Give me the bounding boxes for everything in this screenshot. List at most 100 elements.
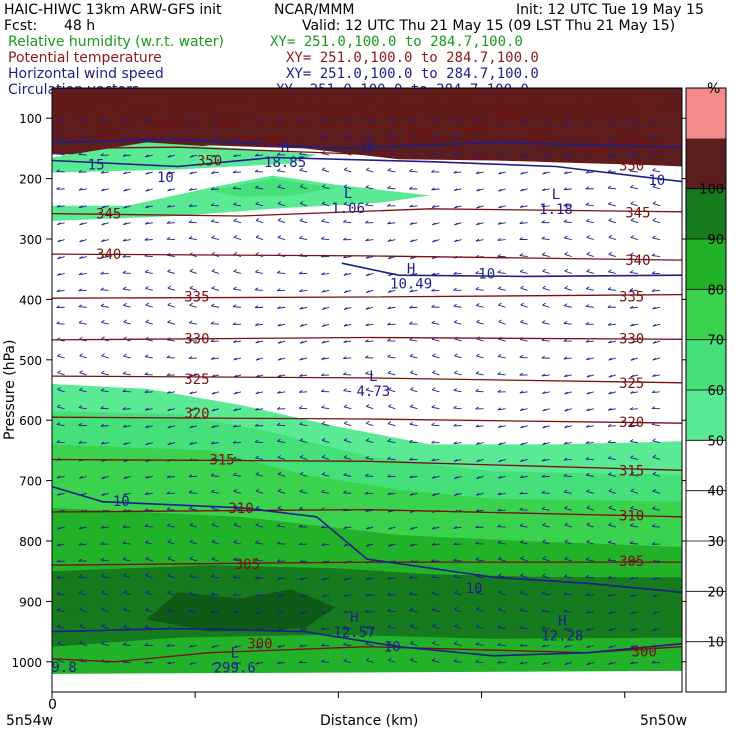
vector-head — [188, 219, 193, 223]
vector-head — [255, 407, 259, 411]
vector-head — [586, 628, 590, 631]
vector-head — [387, 438, 391, 442]
circulation-vector — [541, 592, 550, 596]
vector-head — [166, 507, 171, 510]
vector-head — [497, 492, 502, 496]
circulation-vector — [189, 287, 198, 291]
vector-head — [343, 323, 348, 327]
circulation-vector — [608, 524, 616, 528]
vector-head — [409, 321, 413, 325]
theta-label: 340 — [625, 253, 650, 269]
circulation-vector — [167, 525, 175, 528]
vector-head — [144, 540, 149, 543]
circulation-vector — [233, 474, 242, 477]
circulation-vector — [585, 576, 594, 579]
circulation-vector — [277, 525, 286, 528]
vector-head — [255, 323, 259, 326]
circulation-vector — [409, 355, 418, 359]
circulation-vector — [475, 526, 484, 529]
circulation-vector — [211, 221, 220, 224]
circulation-vector — [387, 169, 396, 173]
vector-head — [387, 221, 391, 225]
vector-head — [255, 611, 260, 615]
vector-head — [343, 526, 347, 529]
circulation-vector — [365, 340, 374, 343]
vector-head — [255, 252, 260, 255]
circulation-vector — [277, 237, 286, 241]
vector-head — [431, 288, 435, 292]
vector-head — [388, 404, 392, 407]
vector-head — [607, 557, 612, 561]
circulation-vector — [233, 594, 242, 596]
vector-head — [299, 438, 304, 441]
vector-head — [542, 573, 546, 577]
vector-head — [122, 524, 127, 528]
vector-head — [145, 590, 149, 593]
vector-head — [630, 374, 634, 378]
vector-head — [431, 404, 436, 408]
circulation-vector — [431, 272, 440, 276]
vector-head — [585, 339, 590, 343]
vector-head — [519, 253, 524, 256]
vector-head — [453, 590, 458, 594]
circulation-vector — [255, 271, 264, 274]
vector-head — [542, 425, 546, 429]
vector-head — [365, 167, 370, 171]
vector-head — [366, 420, 370, 424]
vector-head — [343, 150, 348, 154]
circulation-vector — [365, 627, 374, 630]
colorbar-tick-label: 80 — [707, 283, 724, 298]
circulation-vector — [431, 289, 440, 292]
vector-head — [520, 425, 524, 429]
vector-head — [57, 640, 61, 644]
circulation-vector — [651, 661, 660, 664]
vector-head — [585, 592, 590, 596]
circulation-vector — [498, 288, 506, 291]
vector-head — [167, 556, 172, 560]
circulation-vector — [57, 372, 65, 376]
vector-head — [542, 539, 546, 543]
circulation-vector — [211, 171, 220, 174]
init-time: Init: 12 UTC Tue 19 May 15 — [516, 2, 704, 18]
circulation-vector — [299, 456, 308, 460]
vector-head — [189, 154, 194, 158]
vector-head — [123, 573, 127, 577]
circulation-vector — [520, 287, 528, 291]
vector-head — [630, 611, 635, 615]
circulation-vector — [387, 222, 396, 225]
circulation-vector — [410, 659, 418, 663]
vector-head — [387, 256, 392, 260]
vector-head — [432, 239, 436, 243]
vector-head — [57, 256, 61, 260]
circulation-vector — [343, 203, 352, 207]
vector-head — [607, 540, 612, 543]
circulation-vector — [432, 642, 440, 646]
circulation-vector — [255, 457, 264, 460]
vector-head — [453, 423, 457, 427]
vector-head — [210, 187, 215, 190]
circulation-vector — [652, 456, 661, 460]
circulation-vector — [233, 236, 242, 241]
vector-head — [497, 136, 501, 140]
circulation-vector — [145, 356, 153, 359]
vector-head — [232, 186, 237, 189]
vector-head — [651, 524, 656, 527]
circulation-vector — [497, 509, 506, 512]
vector-head — [453, 134, 457, 138]
circulation-vector — [189, 237, 197, 241]
vector-head — [232, 170, 237, 173]
circulation-vector — [255, 236, 264, 241]
vector-head — [454, 607, 458, 610]
legend-field-name: Potential temperature — [8, 50, 162, 66]
vector-head — [453, 526, 458, 529]
circulation-vector — [233, 611, 242, 614]
vector-head — [321, 289, 326, 293]
speed-label: 10 — [157, 170, 174, 186]
circulation-vector — [189, 593, 197, 596]
vector-head — [343, 307, 348, 310]
circulation-vector — [189, 508, 197, 511]
circulation-vector — [233, 220, 242, 224]
vector-head — [166, 119, 171, 123]
circulation-vector — [431, 543, 440, 546]
vector-head — [475, 424, 480, 428]
